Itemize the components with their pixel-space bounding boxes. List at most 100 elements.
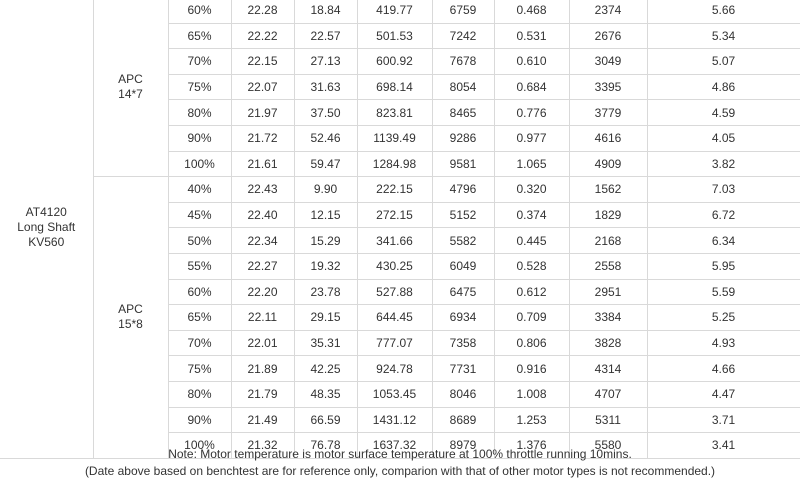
cell-torque-or-speed: 2951 <box>568 278 648 306</box>
cell-rpm: 8054 <box>431 73 495 101</box>
cell-torque-or-speed: 1829 <box>568 201 648 229</box>
cell-torque-or-speed: 1562 <box>568 176 648 203</box>
cell-throttle: 80% <box>167 99 232 126</box>
cell-rpm: 8465 <box>431 99 495 126</box>
table-row: 60% 22.20 23.78 527.88 6475 0.612 2951 5.59 <box>0 278 800 306</box>
cell-torque-or-speed: 5580 <box>568 432 648 459</box>
cell-thrust: 0.916 <box>493 355 570 382</box>
table-row: 70% 22.01 35.31 777.07 7358 0.806 3828 4.93 <box>0 329 800 357</box>
cell-current: 23.78 <box>293 278 358 306</box>
table-row: 80% 21.79 48.35 1053.45 8046 1.008 4707 4.47 <box>0 380 800 408</box>
cell-throttle: 65% <box>167 22 232 50</box>
cell-voltage: 22.27 <box>230 252 295 280</box>
cell-efficiency: 5.66 <box>646 0 800 24</box>
cell-torque-or-speed: 5311 <box>568 406 648 434</box>
propeller-cell: APC 14*7 <box>92 0 169 178</box>
cell-current: 37.50 <box>293 99 358 126</box>
cell-throttle: 90% <box>167 406 232 434</box>
cell-thrust: 1.253 <box>493 406 570 434</box>
cell-thrust: 0.528 <box>493 252 570 280</box>
prop-line1: APC <box>118 302 143 317</box>
cell-thrust: 0.977 <box>493 124 570 152</box>
cell-throttle: 100% <box>167 150 232 178</box>
cell-efficiency: 3.41 <box>646 432 800 459</box>
cell-power: 1139.49 <box>356 124 433 152</box>
cell-efficiency: 5.34 <box>646 22 800 50</box>
cell-voltage: 21.49 <box>230 406 295 434</box>
cell-current: 15.29 <box>293 227 358 254</box>
propeller-cell: APC 15*8 <box>92 176 169 459</box>
cell-power: 698.14 <box>356 73 433 101</box>
cell-power: 419.77 <box>356 0 433 24</box>
cell-power: 777.07 <box>356 329 433 357</box>
cell-thrust: 0.684 <box>493 73 570 101</box>
cell-thrust: 1.065 <box>493 150 570 178</box>
cell-rpm: 7678 <box>431 48 495 75</box>
cell-torque-or-speed: 3395 <box>568 73 648 101</box>
table-row: 75% 22.07 31.63 698.14 8054 0.684 3395 4.86 <box>0 73 800 101</box>
cell-rpm: 4796 <box>431 176 495 203</box>
cell-rpm: 6475 <box>431 278 495 306</box>
cell-efficiency: 5.07 <box>646 48 800 75</box>
cell-throttle: 60% <box>167 278 232 306</box>
cell-voltage: 21.79 <box>230 380 295 408</box>
cell-power: 1637.32 <box>356 432 433 459</box>
cell-torque-or-speed: 3828 <box>568 329 648 357</box>
cell-current: 27.13 <box>293 48 358 75</box>
cell-thrust: 0.374 <box>493 201 570 229</box>
motor-benchmark-table: AT4120 Long Shaft KV560 APC 14*7 60% 22.28 18.8… <box>0 0 800 459</box>
cell-efficiency: 4.05 <box>646 124 800 152</box>
cell-current: 22.57 <box>293 22 358 50</box>
cell-voltage: 21.61 <box>230 150 295 178</box>
cell-thrust: 0.610 <box>493 48 570 75</box>
cell-torque-or-speed: 3049 <box>568 48 648 75</box>
cell-rpm: 6934 <box>431 304 495 331</box>
table-row: 50% 22.34 15.29 341.66 5582 0.445 2168 6.34 <box>0 227 800 254</box>
cell-throttle: 70% <box>167 329 232 357</box>
table-row: 90% 21.49 66.59 1431.12 8689 1.253 5311 3.71 <box>0 406 800 434</box>
cell-efficiency: 7.03 <box>646 176 800 203</box>
cell-voltage: 22.28 <box>230 0 295 24</box>
cell-efficiency: 4.93 <box>646 329 800 357</box>
cell-efficiency: 4.47 <box>646 380 800 408</box>
cell-efficiency: 5.95 <box>646 252 800 280</box>
cell-thrust: 0.320 <box>493 176 570 203</box>
footnote-line-2: (Date above based on benchtest are for r… <box>84 464 716 478</box>
footnote: Note: Motor temperature is motor surface… <box>0 446 800 480</box>
cell-rpm: 7242 <box>431 22 495 50</box>
cell-efficiency: 4.86 <box>646 73 800 101</box>
cell-voltage: 22.15 <box>230 48 295 75</box>
cell-current: 9.90 <box>293 176 358 203</box>
cell-power: 823.81 <box>356 99 433 126</box>
motor-model-cell: AT4120 Long Shaft KV560 <box>0 0 94 459</box>
cell-throttle: 75% <box>167 355 232 382</box>
cell-current: 59.47 <box>293 150 358 178</box>
cell-torque-or-speed: 2676 <box>568 22 648 50</box>
cell-rpm: 5152 <box>431 201 495 229</box>
cell-thrust: 0.468 <box>493 0 570 24</box>
cell-thrust: 0.806 <box>493 329 570 357</box>
cell-power: 272.15 <box>356 201 433 229</box>
cell-efficiency: 4.66 <box>646 355 800 382</box>
cell-rpm: 8689 <box>431 406 495 434</box>
cell-voltage: 21.89 <box>230 355 295 382</box>
cell-thrust: 1.008 <box>493 380 570 408</box>
cell-torque-or-speed: 4909 <box>568 150 648 178</box>
table-row: 100% 21.61 59.47 1284.98 9581 1.065 4909 3.82 <box>0 150 800 178</box>
cell-thrust: 1.376 <box>493 432 570 459</box>
cell-efficiency: 6.34 <box>646 227 800 254</box>
cell-current: 18.84 <box>293 0 358 24</box>
cell-power: 924.78 <box>356 355 433 382</box>
cell-rpm: 8046 <box>431 380 495 408</box>
cell-efficiency: 5.59 <box>646 278 800 306</box>
table-row: 70% 22.15 27.13 600.92 7678 0.610 3049 5.07 <box>0 48 800 75</box>
cell-current: 76.78 <box>293 432 358 459</box>
prop-line2: 15*8 <box>118 317 143 332</box>
table-row: 55% 22.27 19.32 430.25 6049 0.528 2558 5.95 <box>0 252 800 280</box>
cell-power: 430.25 <box>356 252 433 280</box>
cell-voltage: 22.34 <box>230 227 295 254</box>
cell-voltage: 22.11 <box>230 304 295 331</box>
cell-torque-or-speed: 2168 <box>568 227 648 254</box>
table-row: AT4120 Long Shaft KV560 APC 14*7 60% 22.28 18.8… <box>0 0 800 459</box>
